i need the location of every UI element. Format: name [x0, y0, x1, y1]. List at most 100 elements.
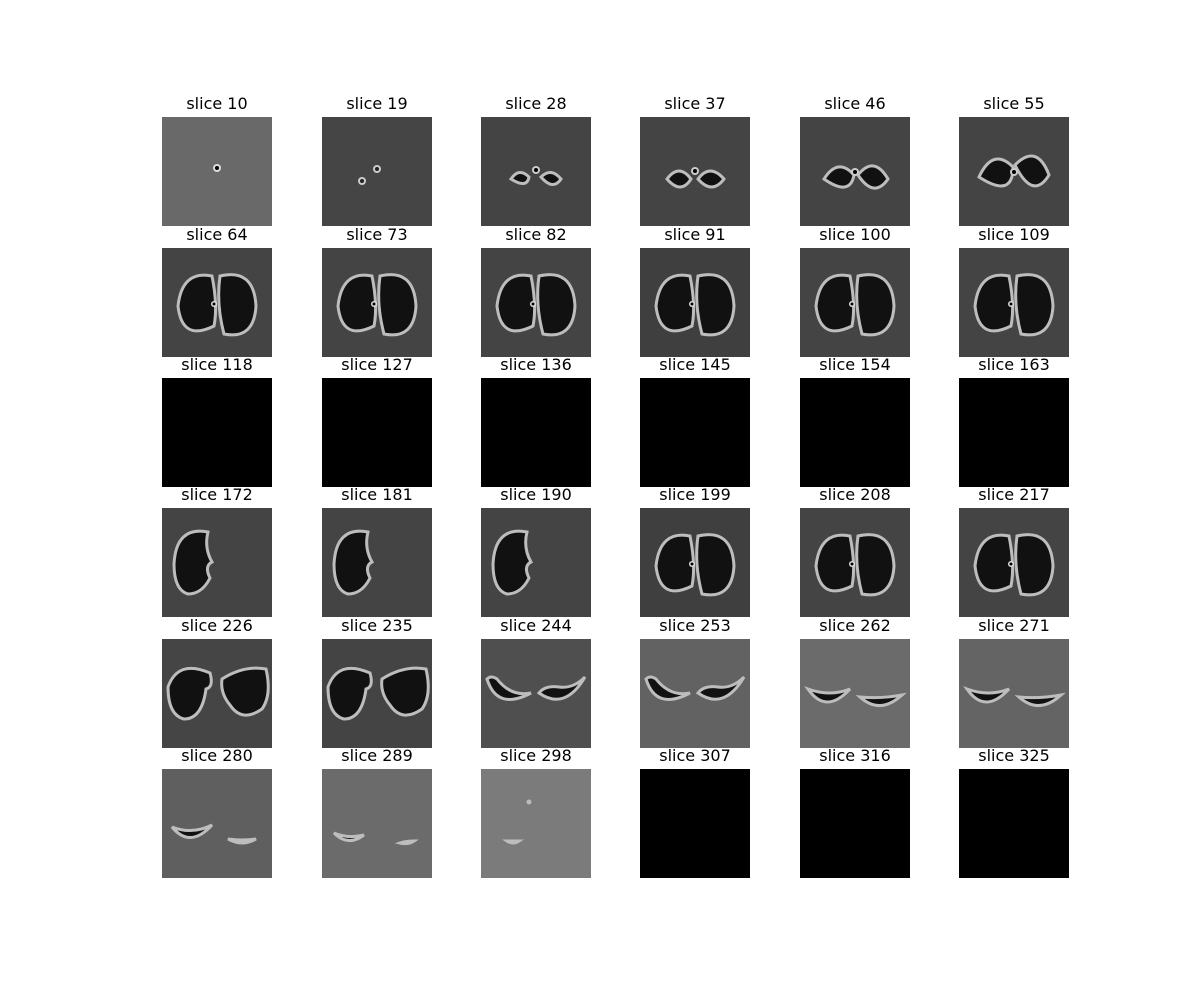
- lung-shape: [814, 273, 896, 337]
- lung-lobe: [1014, 273, 1055, 337]
- slice-title: slice 307: [659, 746, 731, 765]
- slice-background: [640, 378, 750, 487]
- lung-shape: [973, 533, 1055, 597]
- lung-lobe: [695, 533, 736, 597]
- ct-slice-image: [481, 769, 591, 878]
- slice-background: [640, 769, 750, 878]
- lung-lobe: [491, 529, 534, 596]
- slice-title: slice 316: [819, 746, 891, 765]
- ct-slice-image: [322, 508, 432, 617]
- slice-title: slice 127: [341, 355, 413, 374]
- lung-shape: [508, 166, 563, 186]
- slice-title: slice 298: [500, 746, 572, 765]
- slice-title: slice 19: [346, 94, 408, 113]
- lung-lobe: [695, 273, 736, 337]
- ct-slice-image: [959, 378, 1069, 487]
- lung-lobe: [332, 529, 375, 596]
- slice-title: slice 64: [186, 225, 248, 244]
- lung-lobe: [855, 533, 896, 597]
- lung-shape: [485, 675, 587, 701]
- lung-shape: [973, 273, 1055, 337]
- lung-lobe: [963, 685, 1011, 704]
- slice-title: slice 325: [978, 746, 1050, 765]
- airway-dot: [526, 799, 532, 805]
- slice-title: slice 226: [181, 616, 253, 635]
- slice-title: slice 10: [186, 94, 248, 113]
- airway-dot: [360, 179, 364, 183]
- airway-dot: [212, 302, 216, 306]
- ct-slice-image: [162, 248, 272, 357]
- ct-slice-image: [959, 117, 1069, 226]
- lung-lobe: [172, 529, 215, 596]
- slice-title: slice 37: [664, 94, 726, 113]
- ct-slice-image: [959, 248, 1069, 357]
- slice-background: [800, 769, 910, 878]
- ct-slice-image: [800, 508, 910, 617]
- slice-background: [800, 378, 910, 487]
- slice-title: slice 235: [341, 616, 413, 635]
- slice-title: slice 253: [659, 616, 731, 635]
- lung-lobe: [538, 171, 563, 186]
- airway-dot: [531, 302, 535, 306]
- slice-title: slice 262: [819, 616, 891, 635]
- slice-background: [481, 769, 591, 878]
- lung-shape: [332, 529, 375, 596]
- ct-slice-image: [162, 378, 272, 487]
- lung-lobe: [855, 273, 896, 337]
- slice-title: slice 190: [500, 485, 572, 504]
- lung-shape: [358, 165, 381, 185]
- slice-title: slice 199: [659, 485, 731, 504]
- airway-dot: [375, 167, 379, 171]
- lung-lobe: [977, 157, 1015, 188]
- lung-lobe: [502, 839, 524, 845]
- ct-slice-image: [800, 378, 910, 487]
- slice-title: slice 28: [505, 94, 567, 113]
- lung-lobe: [485, 675, 532, 701]
- ct-slice-image: [162, 508, 272, 617]
- airway-dot: [850, 562, 854, 566]
- ct-slice-image: [481, 508, 591, 617]
- lung-shape: [326, 666, 430, 721]
- ct-slice-image: [481, 378, 591, 487]
- ct-slice-image: [640, 378, 750, 487]
- slice-title: slice 163: [978, 355, 1050, 374]
- slice-title: slice 145: [659, 355, 731, 374]
- slice-title: slice 82: [505, 225, 567, 244]
- airway-dot: [693, 169, 697, 173]
- lung-lobe: [644, 675, 691, 701]
- lung-lobe: [804, 685, 852, 704]
- slice-title: slice 208: [819, 485, 891, 504]
- lung-lobe: [695, 675, 746, 701]
- airway-dot: [690, 302, 694, 306]
- lung-shape: [170, 823, 257, 845]
- lung-shape: [654, 273, 736, 337]
- slice-title: slice 91: [664, 225, 726, 244]
- slice-title: slice 217: [978, 485, 1050, 504]
- lung-shape: [821, 164, 890, 190]
- ct-slice-image: [959, 769, 1069, 878]
- slice-title: slice 154: [819, 355, 891, 374]
- ct-slice-image: [800, 769, 910, 878]
- ct-slice-image: [481, 117, 591, 226]
- airway-dot: [215, 166, 219, 170]
- ct-slice-image: [640, 508, 750, 617]
- slice-title: slice 118: [181, 355, 253, 374]
- ct-slice-image: [640, 117, 750, 226]
- lung-lobe: [536, 675, 587, 701]
- airway-dot: [690, 562, 694, 566]
- slice-title: slice 55: [983, 94, 1045, 113]
- ct-slice-image: [322, 639, 432, 748]
- slice-title: slice 100: [819, 225, 891, 244]
- lung-shape: [176, 273, 258, 337]
- airway-dot: [1009, 302, 1013, 306]
- airway-dot: [1012, 170, 1016, 174]
- lung-lobe: [1014, 692, 1066, 707]
- lung-shape: [654, 533, 736, 597]
- airway-dot: [1009, 562, 1013, 566]
- lung-lobe: [394, 839, 419, 846]
- lung-shape: [332, 831, 419, 846]
- airway-dot: [853, 170, 857, 174]
- ct-slice-image: [322, 117, 432, 226]
- slice-background: [322, 769, 432, 878]
- slice-title: slice 271: [978, 616, 1050, 635]
